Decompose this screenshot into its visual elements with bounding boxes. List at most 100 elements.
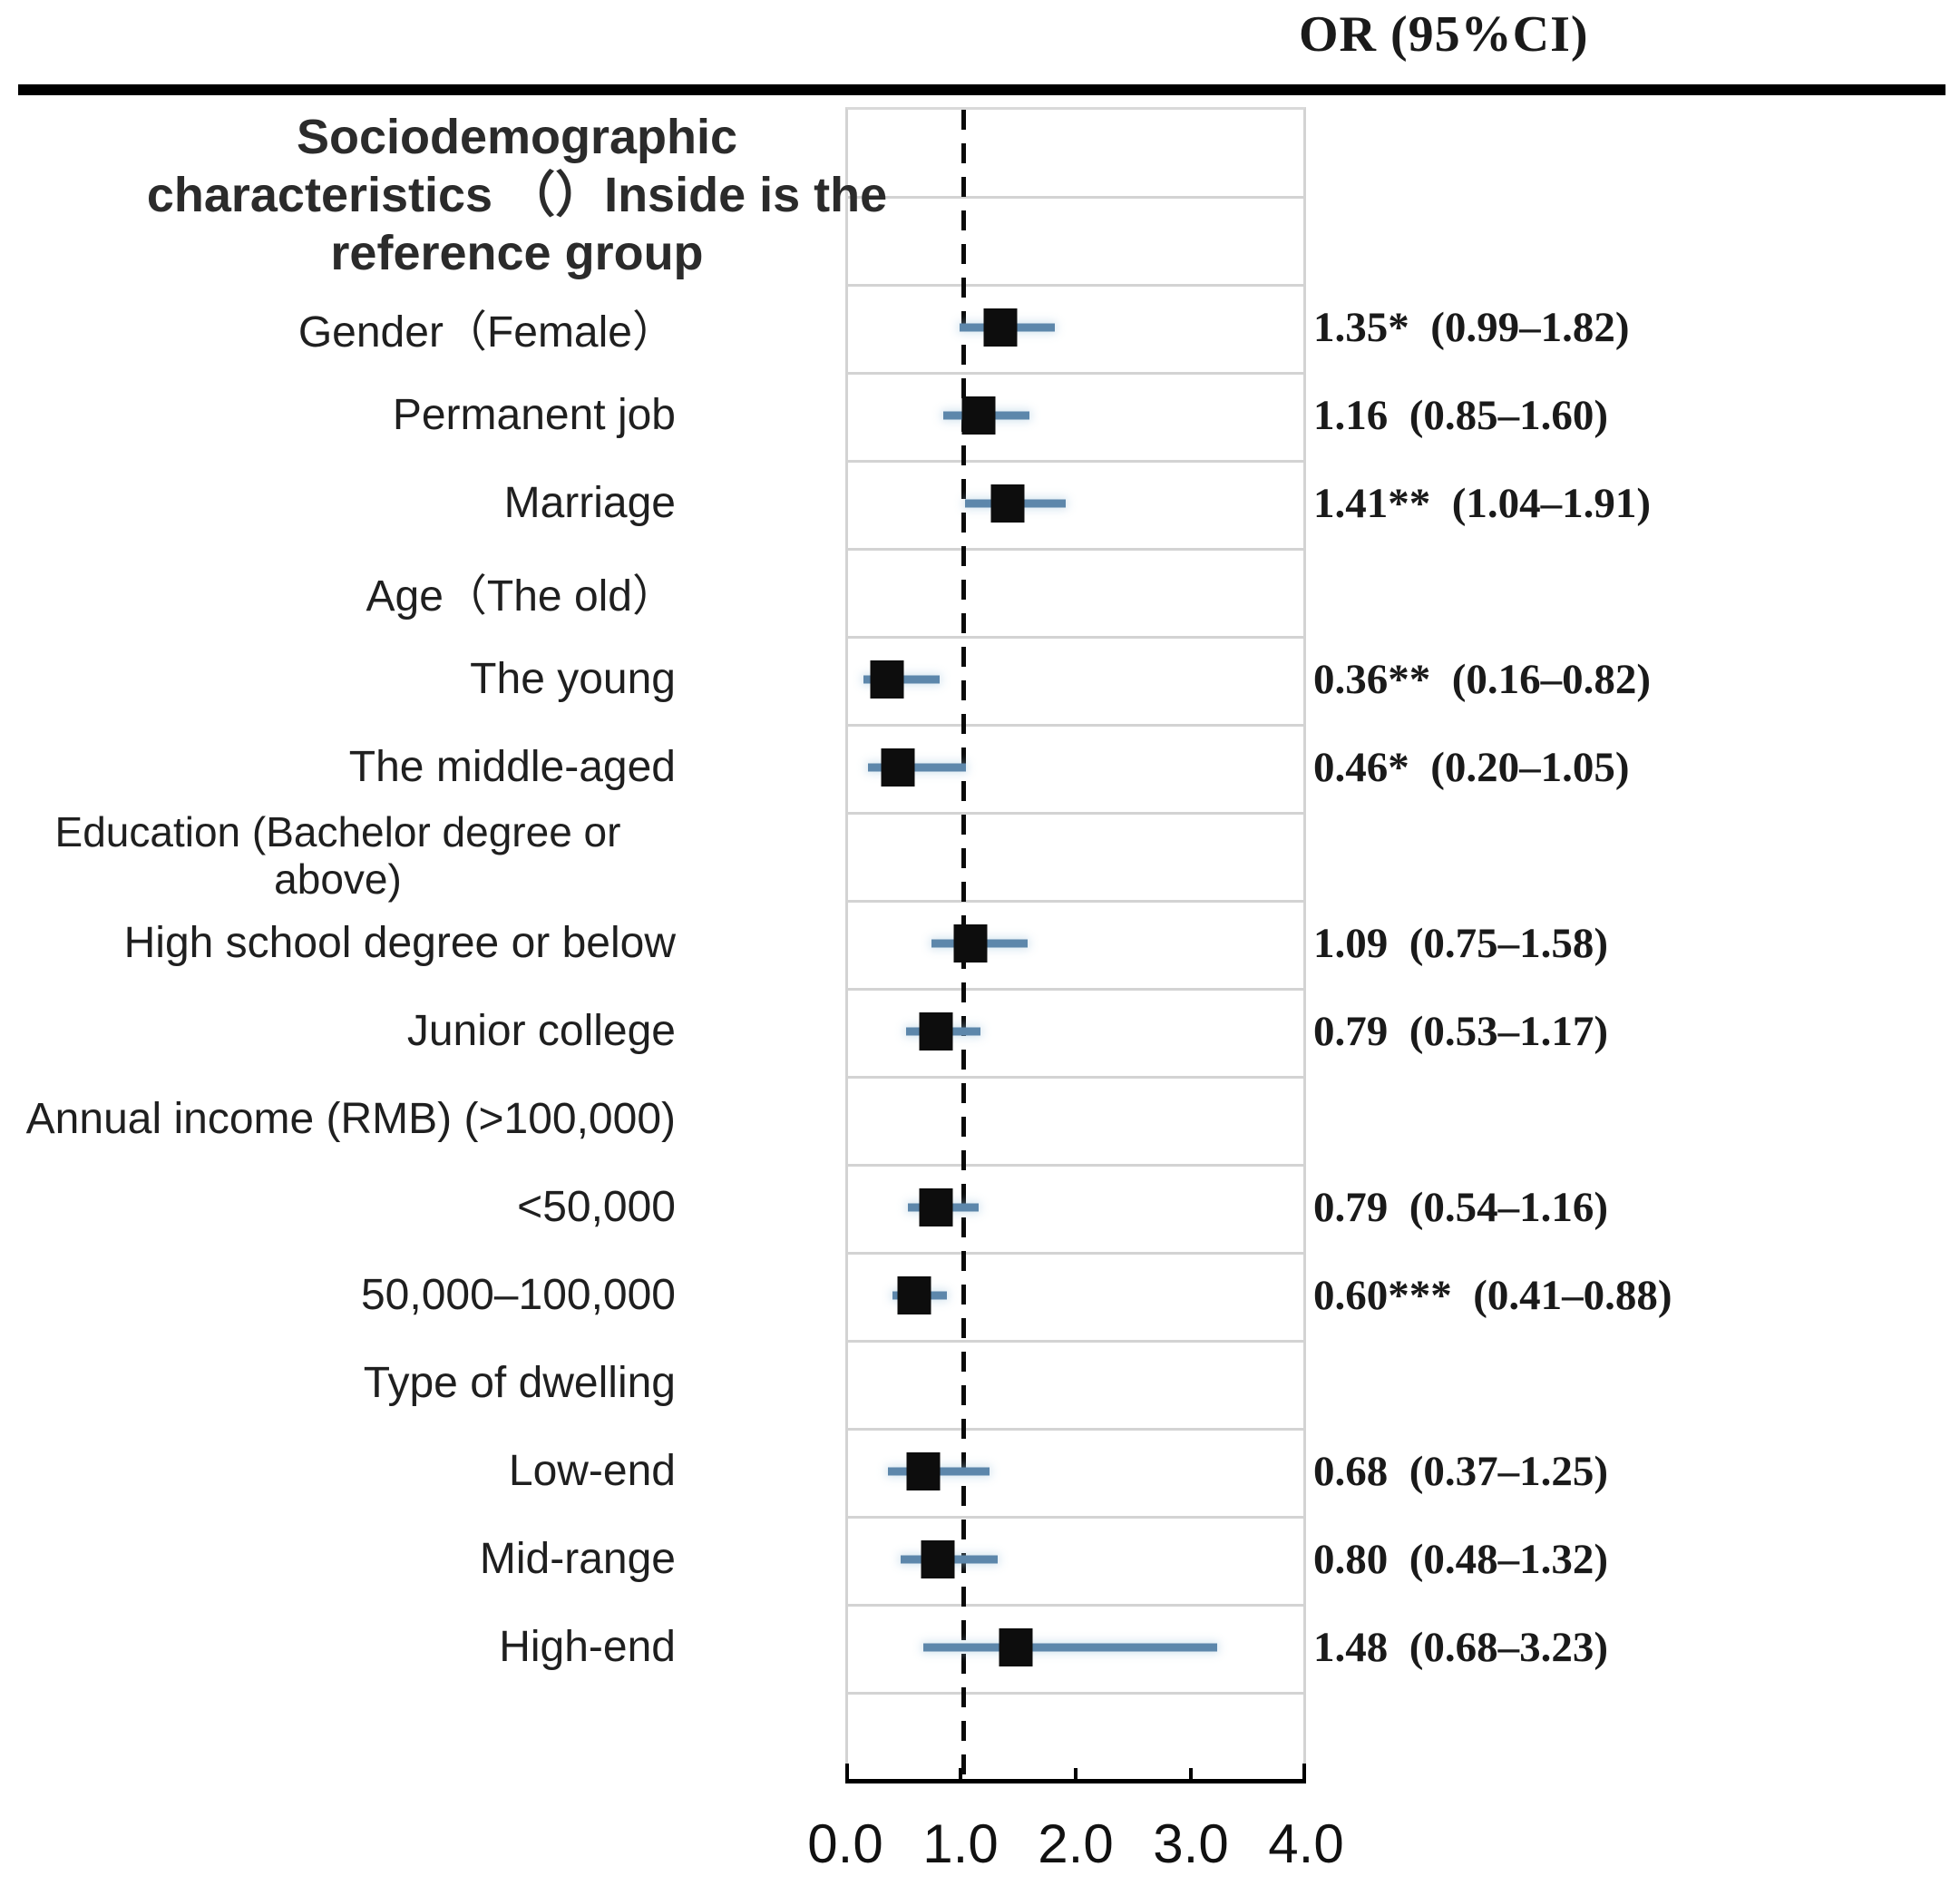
or-value-cell: 1.16 (0.85–1.60): [1313, 371, 1608, 459]
or-point-marker: [921, 1539, 955, 1578]
or-value-cell: 0.60*** (0.41–0.88): [1313, 1251, 1672, 1339]
or-point-marker: [953, 923, 988, 963]
x-axis-label-0: 0.0: [807, 1813, 883, 1874]
row-label-text: Annual income (RMB) (>100,000): [25, 1095, 676, 1143]
row-gridline: [848, 1604, 1303, 1607]
row-plot-cell: [845, 371, 1306, 459]
row-label-text: Permanent job: [392, 391, 676, 439]
chart-title-line3: reference group: [330, 226, 704, 280]
row-gridline: [848, 196, 1303, 199]
row-label-text: High school degree or below: [123, 919, 676, 967]
row-plot-cell: [845, 899, 1306, 987]
category-row: Age（The old）: [0, 547, 1960, 635]
row-label-text: Gender（Female）: [297, 308, 676, 357]
or-value-cell: 0.36** (0.16–0.82): [1313, 635, 1651, 723]
or-point-marker: [999, 1627, 1033, 1666]
or-point-marker: [961, 396, 996, 435]
row-plot-cell: [845, 547, 1306, 635]
row-gridline: [848, 724, 1303, 727]
row-label-text: Low-end: [508, 1447, 676, 1495]
estimate-row: <50,000 0.79 (0.54–1.16): [0, 1163, 1960, 1251]
row-label: Annual income (RMB) (>100,000): [0, 1075, 676, 1163]
row-gridline: [848, 1428, 1303, 1431]
category-row: Education (Bachelor degree or above): [0, 808, 1960, 903]
row-plot-cell: [845, 459, 1306, 547]
estimate-row: The young 0.36** (0.16–0.82): [0, 635, 1960, 723]
chart-title-line1: Sociodemographic: [296, 110, 738, 164]
row-label-text: <50,000: [517, 1183, 676, 1231]
or-point-marker: [990, 484, 1025, 523]
row-label-text: High-end: [499, 1623, 676, 1671]
row-label: Low-end: [0, 1427, 676, 1515]
or-value-cell: 1.41** (1.04–1.91): [1313, 459, 1651, 547]
or-value-text: 0.80 (0.48–1.32): [1313, 1535, 1609, 1583]
x-axis-label-1: 1.0: [922, 1813, 999, 1874]
or-value-cell: 0.80 (0.48–1.32): [1313, 1515, 1608, 1603]
or-point-marker: [919, 1187, 953, 1226]
or-value-cell: 0.79 (0.53–1.17): [1313, 987, 1608, 1075]
row-label: Gender（Female）: [0, 283, 676, 371]
row-label: Marriage: [0, 459, 676, 547]
confidence-interval-line: [923, 1643, 1218, 1651]
row-gridline: [848, 1252, 1303, 1255]
row-plot-cell: [845, 1075, 1306, 1163]
row-plot-cell: [845, 1603, 1306, 1691]
row-label: The young: [0, 635, 676, 723]
confidence-interval-line: [868, 763, 967, 771]
or-value-cell: 0.68 (0.37–1.25): [1313, 1427, 1608, 1515]
or-value-text: 1.48 (0.68–3.23): [1313, 1623, 1609, 1671]
row-gridline: [848, 1692, 1303, 1695]
category-row: Annual income (RMB) (>100,000): [0, 1075, 1960, 1163]
or-point-marker: [881, 748, 915, 787]
row-gridline: [848, 548, 1303, 551]
or-value-text: 0.60*** (0.41–0.88): [1313, 1271, 1672, 1319]
row-gridline: [848, 900, 1303, 903]
chart-title-line2: characteristics （）Inside is the: [146, 168, 888, 222]
or-point-marker: [919, 1011, 953, 1050]
estimate-row: 50,000–100,000 0.60*** (0.41–0.88): [0, 1251, 1960, 1339]
row-label-text: Education (Bachelor degree or above): [54, 807, 633, 903]
row-gridline: [848, 988, 1303, 991]
x-axis-tick-4: [1302, 1764, 1306, 1783]
row-plot-cell: [845, 1163, 1306, 1251]
x-axis-tick-0: [845, 1764, 849, 1783]
or-point-marker: [983, 308, 1018, 347]
row-gridline: [848, 636, 1303, 639]
row-label: Mid-range: [0, 1515, 676, 1603]
row-plot-cell: [845, 1515, 1306, 1603]
or-value-cell: 0.79 (0.54–1.16): [1313, 1163, 1608, 1251]
row-gridline: [848, 1516, 1303, 1519]
or-value-cell: 1.35* (0.99–1.82): [1313, 283, 1630, 371]
row-gridline: [848, 284, 1303, 287]
row-label: High school degree or below: [0, 899, 676, 987]
row-gridline: [848, 1340, 1303, 1343]
or-column-header: OR (95%CI): [1299, 6, 1589, 63]
or-point-marker: [870, 660, 904, 699]
row-label: The middle-aged: [0, 723, 676, 811]
row-label: <50,000: [0, 1163, 676, 1251]
row-label-text: The middle-aged: [348, 743, 676, 791]
row-label-text: Junior college: [406, 1007, 676, 1055]
row-gridline: [848, 372, 1303, 375]
estimate-row: Gender（Female） 1.35* (0.99–1.82): [0, 283, 1960, 371]
or-value-text: 0.68 (0.37–1.25): [1313, 1447, 1609, 1495]
row-label: Age（The old）: [0, 547, 676, 635]
x-axis-tick-2: [1074, 1768, 1078, 1783]
estimate-row: Permanent job 1.16 (0.85–1.60): [0, 371, 1960, 459]
estimate-row: High school degree or below 1.09 (0.75–1.…: [0, 899, 1960, 987]
estimate-row: Mid-range 0.80 (0.48–1.32): [0, 1515, 1960, 1603]
row-plot-cell: [845, 1251, 1306, 1339]
row-label: 50,000–100,000: [0, 1251, 676, 1339]
row-plot-cell: [845, 1339, 1306, 1427]
estimate-row: The middle-aged 0.46* (0.20–1.05): [0, 723, 1960, 811]
x-axis-label-4: 4.0: [1268, 1813, 1344, 1874]
row-plot-cell: [845, 811, 1306, 899]
chart-title: Sociodemographic characteristics （）Insid…: [18, 107, 1016, 283]
row-plot-cell: [845, 283, 1306, 371]
or-value-text: 0.36** (0.16–0.82): [1313, 655, 1652, 703]
row-label-text: Age（The old）: [366, 572, 676, 621]
row-label: Education (Bachelor degree or above): [0, 808, 676, 903]
row-plot-cell: [845, 987, 1306, 1075]
or-value-text: 1.35* (0.99–1.82): [1313, 303, 1630, 351]
